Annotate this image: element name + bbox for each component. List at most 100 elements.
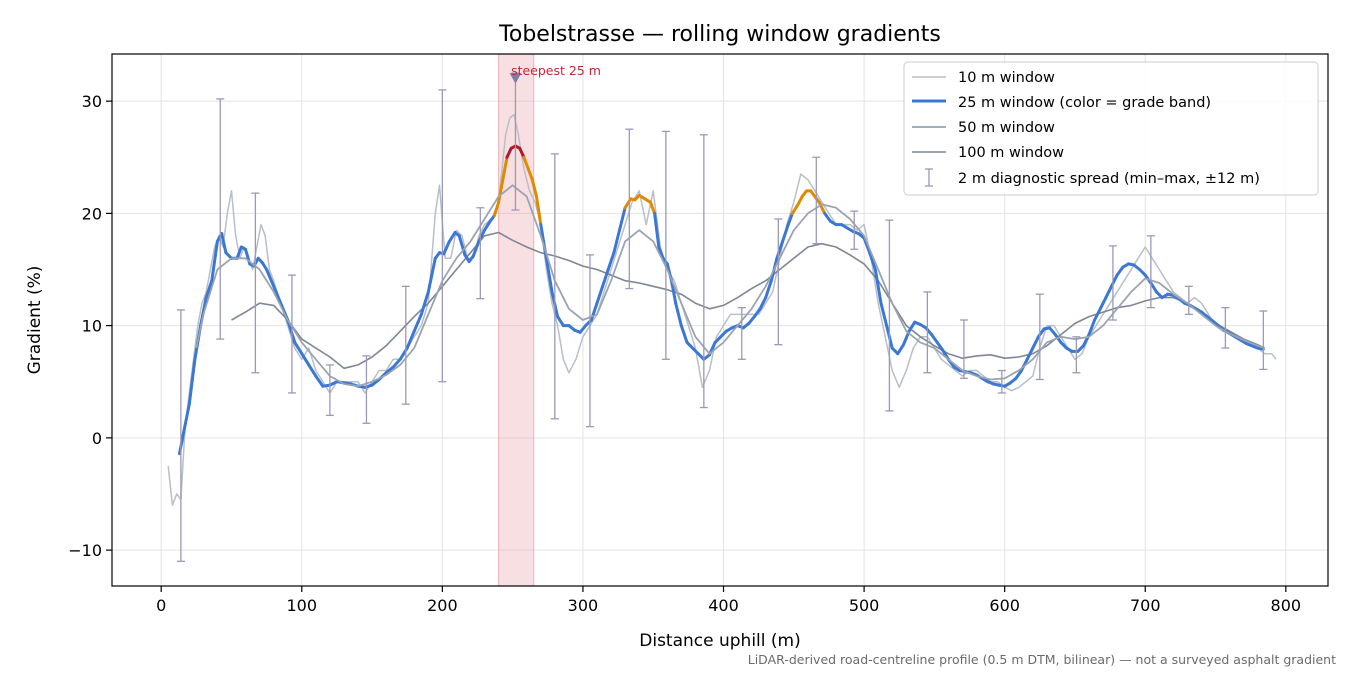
errorbar-29 xyxy=(1259,310,1268,371)
errorbar-10 xyxy=(550,153,559,420)
legend-box xyxy=(903,61,1319,196)
errorbar-0 xyxy=(176,309,185,562)
series-25m-segment xyxy=(483,219,492,232)
y-tick-label-0: 0 xyxy=(92,429,102,448)
errorbar-3 xyxy=(287,274,296,394)
series-25m-segment xyxy=(391,357,402,369)
series-25m-segment xyxy=(518,146,526,159)
series-lines xyxy=(167,113,1277,506)
error-bars xyxy=(176,72,1268,562)
series-25m-segment xyxy=(204,279,214,300)
series-25m-segment xyxy=(674,301,683,328)
series-25m-segment xyxy=(648,200,657,215)
x-tick-label-400: 400 xyxy=(708,596,739,615)
series-25m-segment xyxy=(178,430,186,456)
legend-label-25m: 25 m window (color = grade band) xyxy=(958,95,1211,111)
series-25m-segment xyxy=(879,301,889,328)
series-25m-segment xyxy=(307,363,318,378)
series-25m-segment xyxy=(293,340,304,356)
errorbar-14 xyxy=(699,134,708,409)
series-25m-segment xyxy=(907,320,917,333)
errorbar-28 xyxy=(1221,307,1230,349)
legend-label-100m: 100 m window xyxy=(958,145,1064,161)
chart-title: Tobelstrasse — rolling window gradients xyxy=(498,22,941,47)
x-tick-label-300: 300 xyxy=(568,596,599,615)
series-25m-segment xyxy=(530,178,538,198)
errorbar-18 xyxy=(850,210,859,250)
errorbar-21 xyxy=(959,319,968,380)
series-25m-segment xyxy=(442,239,451,256)
errorbar-16 xyxy=(774,218,783,346)
series-25m-segment xyxy=(1014,369,1023,380)
series-25m-segment xyxy=(471,239,481,258)
series-25m-segment xyxy=(1098,296,1108,311)
errorbar-6 xyxy=(401,285,410,405)
series-25m-segment xyxy=(653,211,661,249)
series-25m-segment xyxy=(930,333,939,344)
series-25m-segment xyxy=(1149,281,1158,294)
steepest-peak-marker xyxy=(509,73,522,84)
legend-label-10m: 10 m window xyxy=(958,70,1055,86)
errorbar-15 xyxy=(737,307,746,360)
errorbar-2 xyxy=(251,192,260,374)
series-25m-segment xyxy=(187,357,197,406)
errorbar-1 xyxy=(216,98,225,340)
series-25m-segment xyxy=(873,268,883,305)
series-25m-segment xyxy=(384,365,395,375)
series-25m-segment xyxy=(1256,346,1265,351)
legend-label-50m: 50 m window xyxy=(958,120,1055,136)
series-25m-segment xyxy=(670,279,678,305)
series-25m-segment xyxy=(752,307,762,319)
series-25m-segment xyxy=(1093,307,1102,322)
y-tick-label-10: 10 xyxy=(82,317,102,336)
y-tick-label-30: 30 xyxy=(82,92,102,111)
series-25m-segment xyxy=(556,315,565,328)
series-25m-segment xyxy=(1031,335,1040,350)
series-25m-segment xyxy=(447,231,457,243)
series-25m-segment xyxy=(786,211,794,227)
series-25m-segment xyxy=(405,329,416,350)
series-25m-segment xyxy=(492,200,501,218)
errorbar-17 xyxy=(812,156,821,245)
series-25m-segment xyxy=(679,324,689,344)
errorbar-19 xyxy=(885,219,894,412)
series-25m-segment xyxy=(182,402,191,434)
series-25m-segment xyxy=(300,352,311,367)
series-25m-segment xyxy=(595,284,605,305)
series-25m-segment xyxy=(896,343,905,356)
errorbar-11 xyxy=(585,254,594,428)
legend: 10 m window 25 m window (color = grade b… xyxy=(903,61,1319,196)
errorbar-13 xyxy=(661,130,670,360)
y-tick-label-20: 20 xyxy=(82,204,102,223)
series-25m-segment xyxy=(1025,346,1035,361)
errorbar-25 xyxy=(1108,245,1117,321)
series-25m-segment xyxy=(526,167,534,182)
series-25m-segment xyxy=(497,178,505,204)
series-25m-segment xyxy=(314,374,325,388)
steepest-highlight xyxy=(498,54,535,586)
x-tick-label-500: 500 xyxy=(849,596,880,615)
errorbar-8 xyxy=(476,207,485,300)
series-25m-segment xyxy=(1087,318,1097,337)
errorbar-23 xyxy=(1035,293,1044,381)
plot-frame xyxy=(111,53,1329,587)
series-25m-segment xyxy=(618,206,627,232)
series-25m-segment xyxy=(426,256,437,294)
steepest-band xyxy=(498,54,535,586)
series-25m-segment xyxy=(522,155,530,170)
series-25m-segment xyxy=(419,290,430,316)
axis-ticks: 0 100 200 300 400 500 600 700 800 −10 0 10 20 30 xyxy=(68,92,1301,615)
errorbar-27 xyxy=(1184,285,1193,316)
series-25m-segment xyxy=(265,268,276,288)
errorbar-7 xyxy=(438,89,447,383)
series-25m-segment xyxy=(1104,284,1113,300)
series-25m-segment xyxy=(758,296,768,311)
x-axis-label: Distance uphill (m) xyxy=(639,631,800,651)
series-25m-segment xyxy=(457,234,467,257)
series-25m-segment xyxy=(1115,265,1125,277)
steepest-label: steepest 25 m xyxy=(511,63,601,78)
footnote: LiDAR-derived road-centreline profile (0… xyxy=(748,652,1336,667)
legend-swatch-errorbar xyxy=(925,168,933,187)
series-25m-segment xyxy=(286,318,297,344)
